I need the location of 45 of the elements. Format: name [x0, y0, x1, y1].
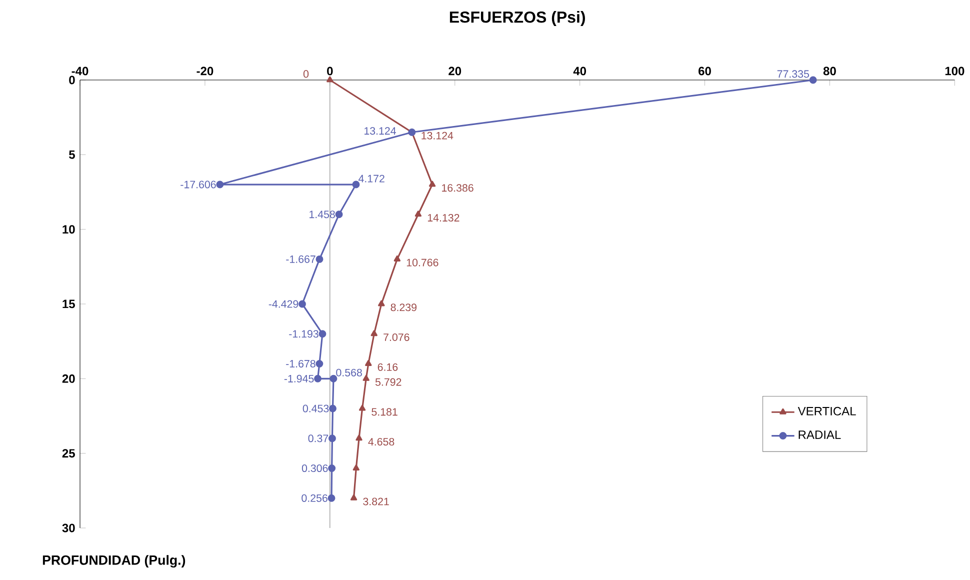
data-label: 0.306: [302, 464, 328, 472]
x-tick-label: -40: [72, 66, 88, 76]
y-tick-label: 15: [62, 300, 75, 308]
data-label: -4.429: [268, 300, 298, 308]
y-tick-label: 30: [62, 524, 75, 532]
y-tick-label: 25: [62, 449, 75, 458]
data-label: 6.16: [378, 363, 398, 371]
y-tick-label: 10: [62, 225, 75, 234]
data-label: 7.076: [384, 333, 410, 342]
x-tick-label: 100: [945, 66, 964, 76]
data-label: 0.453: [302, 404, 329, 412]
y-tick-label: 5: [69, 150, 75, 159]
data-label: 5.181: [372, 408, 398, 416]
x-axis-title: ESFUERZOS (Psi): [450, 11, 585, 26]
data-label: 8.239: [390, 304, 416, 312]
data-label: 77.335: [777, 70, 810, 78]
data-label: 13.124: [422, 132, 454, 140]
data-label: 0.256: [302, 494, 328, 502]
y-axis-title: PROFUNDIDAD (Pulg.): [42, 555, 186, 568]
data-label: 1.458: [310, 210, 335, 218]
x-tick-label: -20: [196, 66, 214, 76]
data-label: 4.172: [358, 174, 384, 182]
data-label: -1.667: [286, 255, 316, 263]
data-label: 16.386: [442, 184, 474, 192]
data-label: 4.658: [368, 438, 394, 446]
x-tick-label: 60: [698, 66, 711, 76]
data-label: -17.606: [180, 180, 216, 188]
data-label: 0.568: [336, 368, 362, 376]
x-tick-label: 80: [823, 66, 836, 76]
data-label: 10.766: [406, 258, 438, 266]
data-label: 14.132: [428, 214, 460, 222]
x-tick-label: 20: [448, 66, 462, 76]
data-label: -1.678: [286, 360, 316, 368]
y-tick-label: 20: [62, 374, 75, 383]
legend-label: RADIAL: [798, 430, 841, 439]
data-label: 3.821: [363, 498, 389, 506]
data-label: -1.193: [289, 330, 318, 338]
data-label: 5.792: [375, 378, 402, 386]
data-label: 13.124: [364, 127, 396, 135]
x-tick-label: 0: [327, 66, 333, 76]
y-tick-label: 0: [69, 76, 75, 84]
data-label: -1.945: [284, 374, 314, 382]
legend-label: VERTICAL: [798, 406, 856, 416]
data-label: 0.37: [308, 434, 328, 442]
x-tick-label: 40: [573, 66, 586, 76]
